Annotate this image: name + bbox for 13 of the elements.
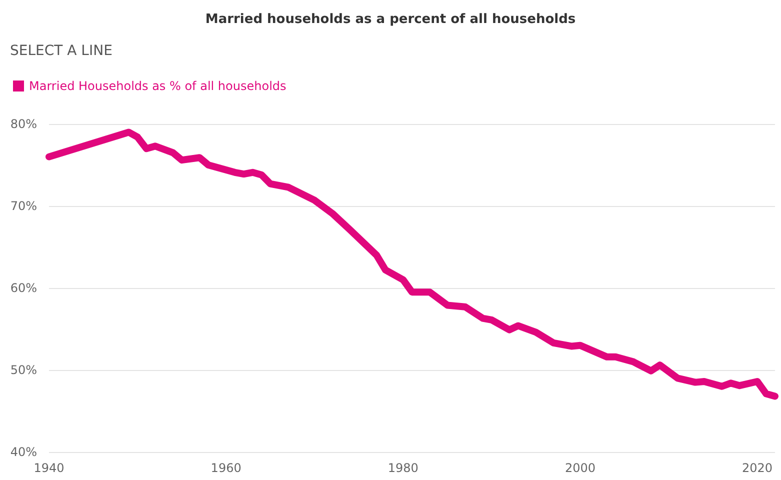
x-tick-label: 1940 xyxy=(34,461,64,475)
legend-label: Married Households as % of all households xyxy=(29,79,286,93)
text: SELECT A LINE xyxy=(10,43,112,59)
y-tick-label: 80% xyxy=(10,117,37,131)
x-tick-label: 1960 xyxy=(210,461,242,475)
x-tick-label: 1980 xyxy=(388,461,418,475)
y-tick-label: 70% xyxy=(10,199,37,213)
chart-title: Married households as a percent of all households xyxy=(205,12,576,27)
y-tick-label: 50% xyxy=(10,363,37,377)
y-tick-label: 60% xyxy=(10,281,37,295)
y-tick-label: 40% xyxy=(10,445,37,459)
x-tick-label: 2000 xyxy=(564,461,596,475)
x-tick-label: 2020 xyxy=(742,461,773,475)
